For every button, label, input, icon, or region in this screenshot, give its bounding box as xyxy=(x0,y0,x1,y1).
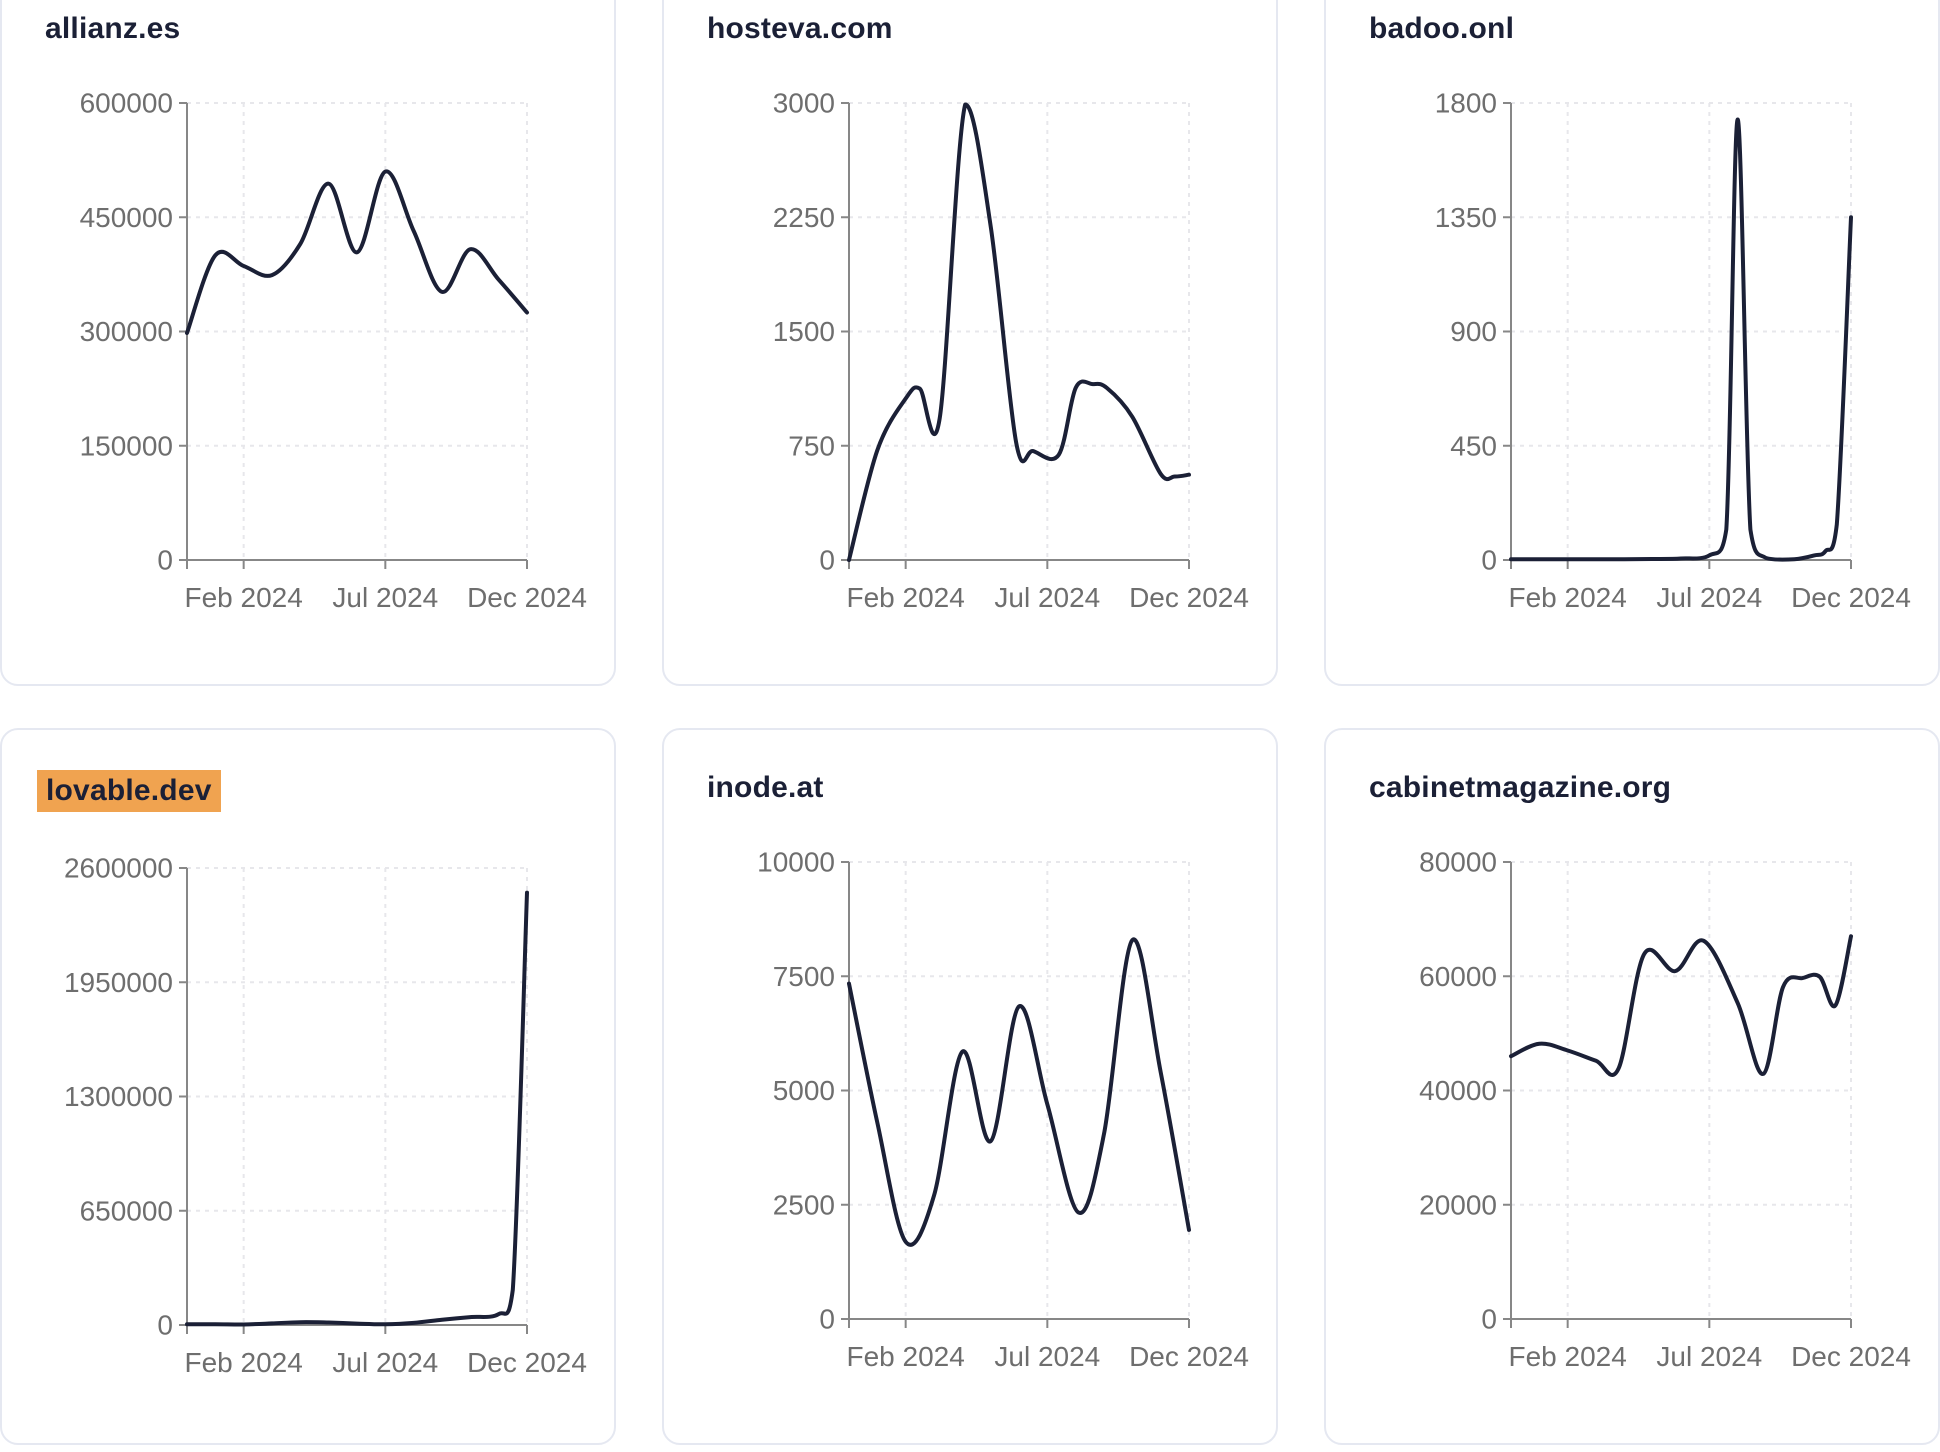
y-axis-tick-label: 300000 xyxy=(80,316,173,347)
trend-line xyxy=(185,890,529,1327)
x-axis-tick-label: Jul 2024 xyxy=(332,582,438,613)
x-axis-tick-label: Feb 2024 xyxy=(185,1347,303,1378)
chart-title[interactable]: inode.at xyxy=(707,771,824,804)
gridlines xyxy=(849,102,1190,560)
x-axis-tick-label: Feb 2024 xyxy=(847,1341,965,1372)
line-chart: 0 150000 300000 450000 600000 Feb 2024 Jul 202… xyxy=(80,88,587,613)
trend-line xyxy=(847,937,1191,1247)
y-axis-tick-label: 2600000 xyxy=(64,853,173,884)
x-axis-tick-label: Dec 2024 xyxy=(1791,1341,1911,1372)
y-axis: 0 150000 300000 450000 600000 xyxy=(80,88,188,576)
y-axis-tick-label: 750 xyxy=(788,430,835,461)
gridlines xyxy=(187,102,528,560)
x-axis-tick-label: Feb 2024 xyxy=(185,582,303,613)
x-axis-tick-label: Jul 2024 xyxy=(994,1341,1100,1372)
trend-line xyxy=(1509,117,1853,562)
gridlines xyxy=(1511,861,1852,1319)
chart-title[interactable]: cabinetmagazine.org xyxy=(1369,771,1672,804)
y-axis-tick-label: 450000 xyxy=(80,202,173,233)
y-axis: 0 20000 40000 60000 80000 xyxy=(1419,847,1512,1335)
x-axis-tick-label: Dec 2024 xyxy=(1129,1341,1249,1372)
y-axis-tick-label: 1800 xyxy=(1435,88,1497,119)
trend-line xyxy=(847,102,1191,562)
y-axis-tick-label: 7500 xyxy=(773,961,835,992)
y-axis-tick-label: 0 xyxy=(819,1304,835,1335)
y-axis-tick-label: 0 xyxy=(157,1310,173,1341)
line-chart: 0 650000 1300000 1950000 2600000 Feb 2024 Jul … xyxy=(64,853,587,1378)
chart-card: allianz.es 0 150000 300000 450000 600000 Feb 2… xyxy=(0,0,616,686)
y-axis-tick-label: 0 xyxy=(819,545,835,576)
y-axis-tick-label: 40000 xyxy=(1419,1075,1497,1106)
x-axis-tick-label: Dec 2024 xyxy=(1791,582,1911,613)
y-axis-tick-label: 5000 xyxy=(773,1075,835,1106)
y-axis-tick-label: 10000 xyxy=(757,847,835,878)
y-axis-tick-label: 2500 xyxy=(773,1189,835,1220)
trend-line xyxy=(185,169,529,335)
x-axis: Feb 2024 Jul 2024 Dec 2024 xyxy=(185,1324,587,1378)
y-axis-tick-label: 80000 xyxy=(1419,847,1497,878)
y-axis-tick-label: 1350 xyxy=(1435,202,1497,233)
y-axis: 0 450 900 1350 1800 xyxy=(1435,88,1512,576)
y-axis-tick-label: 3000 xyxy=(773,88,835,119)
gridlines xyxy=(187,867,528,1325)
y-axis-tick-label: 60000 xyxy=(1419,961,1497,992)
trend-line xyxy=(1509,934,1853,1077)
chart-card: cabinetmagazine.org 0 20000 40000 60000 80000… xyxy=(1324,728,1940,1445)
x-axis-tick-label: Feb 2024 xyxy=(1509,582,1627,613)
x-axis-tick-label: Jul 2024 xyxy=(332,1347,438,1378)
y-axis: 0 650000 1300000 1950000 2600000 xyxy=(64,853,188,1341)
y-axis-tick-label: 1300000 xyxy=(64,1081,173,1112)
y-axis-tick-label: 450 xyxy=(1450,430,1497,461)
x-axis: Feb 2024 Jul 2024 Dec 2024 xyxy=(1509,559,1911,613)
line-chart: 0 2500 5000 7500 10000 Feb 2024 Jul 2024 Dec 20… xyxy=(757,847,1249,1372)
gridlines xyxy=(1511,102,1852,560)
y-axis-tick-label: 650000 xyxy=(80,1195,173,1226)
x-axis: Feb 2024 Jul 2024 Dec 2024 xyxy=(847,1318,1249,1372)
x-axis-tick-label: Dec 2024 xyxy=(1129,582,1249,613)
line-chart: 0 450 900 1350 1800 Feb 2024 Jul 2024 Dec 2024 xyxy=(1435,88,1911,613)
y-axis-tick-label: 2250 xyxy=(773,202,835,233)
x-axis-tick-label: Jul 2024 xyxy=(1656,582,1762,613)
x-axis-tick-label: Dec 2024 xyxy=(467,1347,587,1378)
y-axis-tick-label: 1950000 xyxy=(64,967,173,998)
chart-card: inode.at 0 2500 5000 7500 10000 Feb 2024 Jul 20… xyxy=(662,728,1278,1445)
chart-card: badoo.onl 0 450 900 1350 1800 Feb 2024 Jul 2024… xyxy=(1324,0,1940,686)
y-axis-tick-label: 0 xyxy=(157,545,173,576)
y-axis-tick-label: 150000 xyxy=(80,430,173,461)
y-axis: 0 2500 5000 7500 10000 xyxy=(757,847,850,1335)
y-axis-tick-label: 20000 xyxy=(1419,1189,1497,1220)
chart-title[interactable]: allianz.es xyxy=(45,12,181,45)
gridlines xyxy=(849,861,1190,1319)
x-axis-tick-label: Jul 2024 xyxy=(1656,1341,1762,1372)
x-axis: Feb 2024 Jul 2024 Dec 2024 xyxy=(847,559,1249,613)
chart-title-highlighted[interactable]: lovable.dev xyxy=(37,770,221,812)
x-axis-tick-label: Dec 2024 xyxy=(467,582,587,613)
x-axis-tick-label: Jul 2024 xyxy=(994,582,1100,613)
y-axis-tick-label: 0 xyxy=(1481,1304,1497,1335)
y-axis: 0 750 1500 2250 3000 xyxy=(773,88,850,576)
x-axis: Feb 2024 Jul 2024 Dec 2024 xyxy=(185,559,587,613)
chart-card: lovable.dev 0 650000 1300000 1950000 2600000 F… xyxy=(0,728,616,1445)
chart-title[interactable]: badoo.onl xyxy=(1369,12,1515,45)
y-axis-tick-label: 600000 xyxy=(80,88,173,119)
y-axis-tick-label: 900 xyxy=(1450,316,1497,347)
chart-card: hosteva.com 0 750 1500 2250 3000 Feb 2024 Jul 2… xyxy=(662,0,1278,686)
y-axis-tick-label: 1500 xyxy=(773,316,835,347)
y-axis-tick-label: 0 xyxy=(1481,545,1497,576)
x-axis: Feb 2024 Jul 2024 Dec 2024 xyxy=(1509,1318,1911,1372)
x-axis-tick-label: Feb 2024 xyxy=(847,582,965,613)
line-chart: 0 20000 40000 60000 80000 Feb 2024 Jul 2024 Dec… xyxy=(1419,847,1911,1372)
chart-title[interactable]: hosteva.com xyxy=(707,12,893,45)
x-axis-tick-label: Feb 2024 xyxy=(1509,1341,1627,1372)
line-chart: 0 750 1500 2250 3000 Feb 2024 Jul 2024 Dec 2024 xyxy=(773,88,1249,613)
